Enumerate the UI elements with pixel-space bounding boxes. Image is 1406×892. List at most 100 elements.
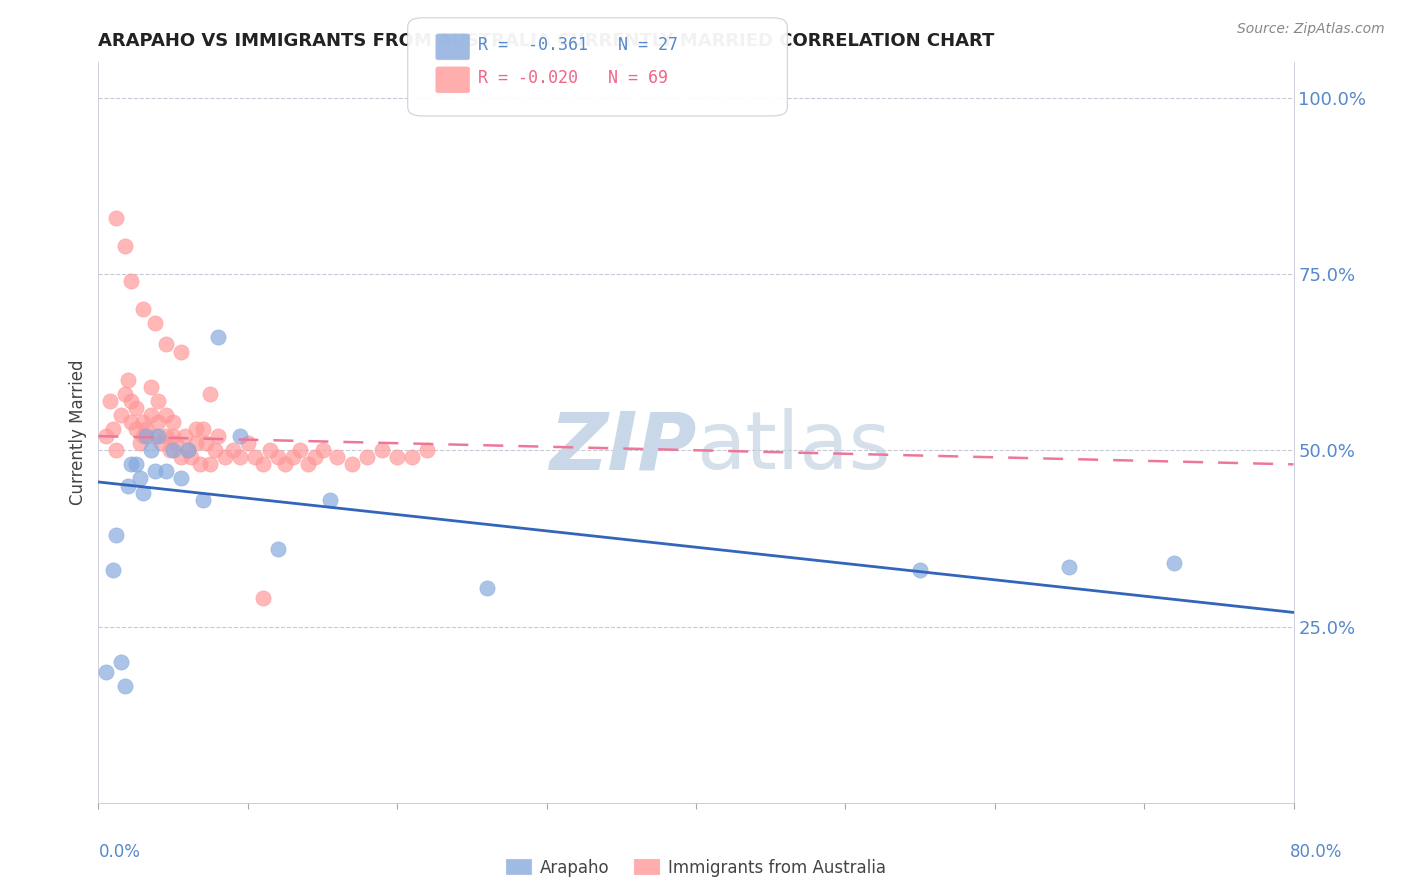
Point [139,380,162,394]
Point [297,458,319,472]
Point [177,443,200,458]
Point [401,450,423,465]
Point [105,211,128,225]
Point [110,655,132,669]
Point [184,422,207,436]
Point [143,464,166,478]
Text: ZIP: ZIP [548,409,696,486]
Point [342,458,364,472]
Point [191,422,214,436]
Point [117,478,139,492]
Legend: Arapaho, Immigrants from Australia: Arapaho, Immigrants from Australia [499,852,893,883]
Point [200,458,222,472]
Text: Source: ZipAtlas.com: Source: ZipAtlas.com [1237,22,1385,37]
Text: 0.0%: 0.0% [98,843,141,861]
Point [177,443,200,458]
Point [288,443,311,458]
Point [319,492,342,507]
Point [143,429,166,443]
Point [214,450,236,465]
Point [311,443,333,458]
Point [98,393,122,408]
Point [184,436,207,450]
Point [114,680,136,694]
Point [191,492,214,507]
Point [1163,556,1185,570]
Point [117,373,139,387]
Point [416,443,439,458]
Point [356,450,378,465]
Point [222,443,245,458]
Y-axis label: Currently Married: Currently Married [69,359,87,506]
Text: atlas: atlas [696,409,890,486]
Point [139,408,162,422]
Point [120,393,142,408]
Point [125,458,148,472]
Point [204,443,226,458]
Point [150,436,173,450]
Point [245,450,267,465]
Text: R = -0.020   N = 69: R = -0.020 N = 69 [478,70,668,87]
Point [229,450,252,465]
Point [125,422,148,436]
Point [105,528,128,542]
Point [162,415,184,429]
Point [169,471,191,485]
Point [188,458,211,472]
Point [252,591,274,606]
Text: 80.0%: 80.0% [1291,843,1343,861]
Point [174,429,197,443]
Point [155,337,177,351]
Point [200,387,222,401]
Point [169,450,191,465]
Point [475,581,498,595]
Point [229,429,252,443]
Point [1059,559,1081,574]
Point [148,429,170,443]
Point [252,458,274,472]
Point [267,450,290,465]
Point [371,443,394,458]
Point [143,316,166,330]
Text: R =  -0.361   N = 27: R = -0.361 N = 27 [478,37,678,54]
Text: ARAPAHO VS IMMIGRANTS FROM AUSTRALIA CURRENTLY MARRIED CORRELATION CHART: ARAPAHO VS IMMIGRANTS FROM AUSTRALIA CUR… [98,32,995,50]
Point [148,393,170,408]
Point [135,422,157,436]
Point [103,563,125,577]
Point [148,415,170,429]
Point [169,344,191,359]
Point [94,665,117,680]
Point [281,450,304,465]
Point [155,429,177,443]
Point [236,436,259,450]
Point [155,408,177,422]
Point [120,274,142,288]
Point [120,415,142,429]
Point [120,458,142,472]
Point [114,239,136,253]
Point [259,443,281,458]
Point [304,450,326,465]
Point [129,436,152,450]
Point [132,429,155,443]
Point [165,436,187,450]
Point [132,302,155,317]
Point [132,485,155,500]
Point [274,458,297,472]
Point [125,401,148,415]
Point [162,443,184,458]
Point [162,429,184,443]
Point [385,450,409,465]
Point [139,443,162,458]
Point [94,429,117,443]
Point [110,408,132,422]
Point [129,471,152,485]
Point [267,541,290,556]
Point [195,436,218,450]
Point [180,450,202,465]
Point [908,563,931,577]
Point [207,429,229,443]
Point [159,443,181,458]
Point [155,464,177,478]
Point [132,415,155,429]
